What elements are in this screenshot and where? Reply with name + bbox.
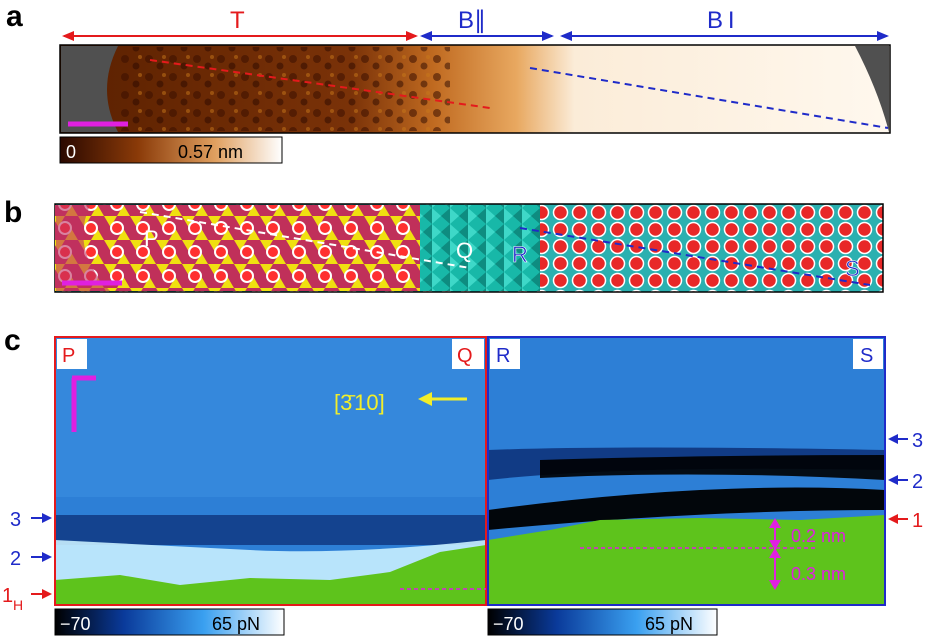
force-colorbar-right [487, 608, 718, 636]
height-0.3-label: 0.3 nm [791, 564, 846, 584]
direction-label: [3̄ 10] [334, 390, 385, 415]
corner-R: R [496, 345, 510, 367]
corner-S: S [860, 345, 873, 367]
corner-P: P [62, 345, 75, 367]
right-level-1: 1 [912, 510, 923, 532]
corner-Q: Q [457, 345, 473, 367]
left-level-1: 1 [2, 585, 13, 607]
direction-arrow-icon [418, 392, 467, 406]
corner-R-box [490, 339, 520, 369]
marker-R: R [512, 242, 528, 267]
force-colorbar-left-min: −70 [60, 614, 91, 634]
height-0.2-label: 0.2 nm [791, 526, 846, 546]
panel-a-label: a [6, 0, 23, 33]
corner-P-box [57, 339, 87, 369]
region-arrows [62, 31, 889, 41]
marker-S: S [845, 256, 860, 281]
region-BI-label: B I [707, 7, 734, 34]
right-level-3: 3 [912, 430, 923, 452]
force-map-right [487, 336, 886, 606]
afm-topography-image [59, 44, 891, 134]
height-colorbar: 0 0.57 nm [59, 136, 283, 164]
height-colorbar-min: 0 [66, 142, 76, 162]
panel-b-label: b [4, 196, 22, 229]
right-level-2: 2 [912, 471, 923, 493]
force-colorbar-right-max: 65 pN [645, 614, 693, 634]
left-level-2: 2 [10, 548, 21, 570]
force-colorbar-left [54, 608, 285, 636]
marker-Q: Q [456, 238, 473, 263]
marker-P: P [144, 226, 159, 251]
left-level-markers [31, 513, 52, 599]
region-T-label: T [230, 7, 245, 34]
right-level-markers [888, 434, 908, 524]
structure-model-image [54, 203, 884, 293]
corner-Q-box [452, 339, 484, 369]
force-colorbar-right-min: −70 [493, 614, 524, 634]
corner-S-box [853, 339, 883, 369]
region-BII-label: B∥ [458, 7, 486, 34]
panel-c-label: c [4, 324, 21, 357]
force-colorbar-left-max: 65 pN [212, 614, 260, 634]
left-level-1-subscript: H [13, 597, 23, 613]
left-level-3: 3 [10, 509, 21, 531]
height-colorbar-max: 0.57 nm [178, 142, 243, 162]
force-map-left [54, 336, 487, 606]
